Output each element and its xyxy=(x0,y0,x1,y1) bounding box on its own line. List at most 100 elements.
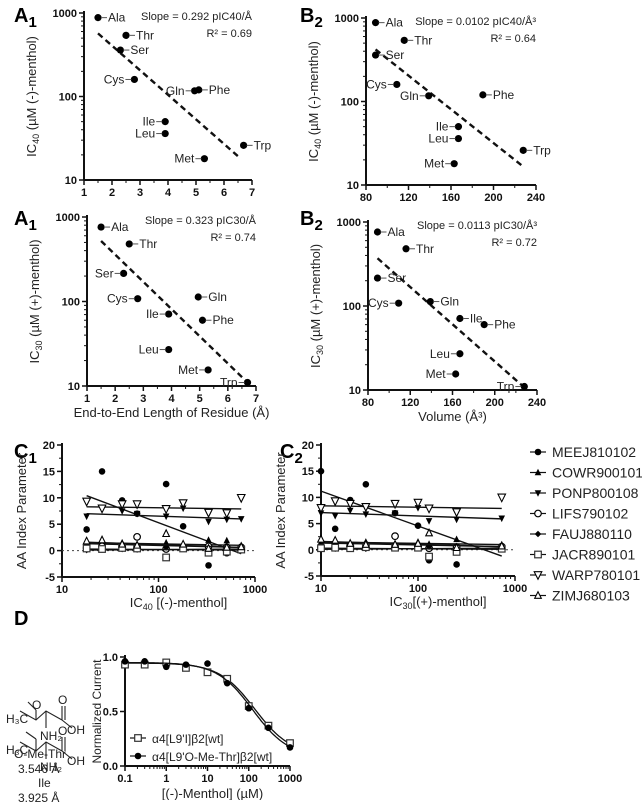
point-label: Phe xyxy=(209,83,231,97)
data-point xyxy=(498,515,506,523)
structure-length: 3.925 Å xyxy=(18,790,59,805)
data-point xyxy=(426,297,434,306)
x-tick-label: 160 xyxy=(443,397,461,409)
data-point xyxy=(133,532,141,541)
data-point xyxy=(83,526,90,533)
data-point xyxy=(82,536,91,545)
fit-line xyxy=(376,257,525,388)
data-point xyxy=(345,499,355,510)
chart-a1-bottom: A1 1 2 3 4 5 6 7 10 100 1000 IC30 (µM (+)-menthol) E… xyxy=(14,208,269,420)
y-tick-label: 10 xyxy=(347,180,359,192)
chart-a1-top: A1 1 2 3 4 5 6 7 10 100 1000 IC40 (µM (-)-menthol) S… xyxy=(14,5,271,199)
data-point xyxy=(361,539,371,548)
point-label: Thr xyxy=(414,33,432,47)
chart-b2-bottom: B2 80 120 160 200 240 10 100 1000 IC30 (µM (+)-me… xyxy=(300,208,546,424)
point-label: Phe xyxy=(212,313,234,327)
x-tick-label: 100 xyxy=(409,583,427,595)
data-point xyxy=(162,663,170,671)
data-point xyxy=(165,310,173,318)
data-point xyxy=(316,534,326,543)
point-label: Ala xyxy=(108,11,126,25)
point-label: Gln xyxy=(208,290,227,304)
data-point xyxy=(362,481,370,488)
point-label: Cys xyxy=(366,77,387,91)
y-tick-label: 1000 xyxy=(337,217,361,229)
data-point xyxy=(373,274,382,282)
data-point xyxy=(97,504,107,514)
point-label: Ala xyxy=(111,220,129,234)
point-label: Gln xyxy=(440,295,459,309)
y-tick-label: 10 xyxy=(65,175,77,187)
y-tick-label: 0.0 xyxy=(103,761,118,773)
legend-item: FAUJ880110 xyxy=(530,526,632,542)
data-point xyxy=(121,658,129,665)
y-axis-label: Normalized Current xyxy=(90,659,104,764)
structure-o-me-thr xyxy=(19,701,73,729)
data-point xyxy=(424,504,434,514)
x-tick-label: 5 xyxy=(197,393,203,405)
chart-b2-top: B2 80 120 160 200 240 10 100 1000 IC40 (µM (-)-me… xyxy=(300,5,551,204)
data-point xyxy=(286,744,294,751)
y-tick-label: 5 xyxy=(49,519,55,531)
data-point xyxy=(125,240,133,248)
x-tick-label: 120 xyxy=(399,192,417,204)
data-point xyxy=(204,543,213,552)
fit-line xyxy=(86,512,242,520)
point-label: Trp xyxy=(254,138,272,152)
data-point xyxy=(161,528,171,538)
data-point xyxy=(393,80,401,89)
point-label: Ser xyxy=(386,48,405,62)
data-point xyxy=(195,86,203,94)
y-tick-label: 10 xyxy=(68,381,80,393)
data-point xyxy=(331,543,340,552)
data-point xyxy=(198,316,207,324)
panel-label: A1 xyxy=(14,5,37,31)
x-tick-label: 0.1 xyxy=(117,773,132,785)
legend-c: MEEJ810102 COWR900101 PONP800108 LIFS790102… xyxy=(530,444,642,604)
data-point xyxy=(240,141,248,149)
y-axis-label: IC40 (µM (-)-menthol) xyxy=(24,36,41,157)
data-point xyxy=(454,134,463,143)
point-label: Ala xyxy=(388,225,406,239)
point-label: Ile xyxy=(143,115,156,129)
x-tick-label: 10 xyxy=(56,584,68,596)
data-point xyxy=(450,160,458,168)
structure-nh2-label: NH₂ xyxy=(40,729,62,743)
legend-item: ZIMJ680103 xyxy=(530,588,630,604)
data-point xyxy=(117,500,127,510)
x-tick-label: 80 xyxy=(360,192,372,204)
data-point xyxy=(361,502,371,513)
y-tick-label: 15 xyxy=(43,466,55,478)
x-tick-label: 240 xyxy=(527,192,545,204)
y-tick-label: 20 xyxy=(43,440,55,452)
point-label: Gln xyxy=(400,89,419,103)
data-point xyxy=(222,542,231,551)
data-point xyxy=(223,679,231,687)
data-point xyxy=(204,366,212,374)
data-point xyxy=(243,378,252,387)
data-point xyxy=(400,36,408,44)
data-point xyxy=(317,544,325,553)
data-point xyxy=(118,508,126,515)
x-tick-label: 3 xyxy=(137,187,143,199)
x-tick-label: 160 xyxy=(442,192,460,204)
point-label: Trp xyxy=(533,143,551,157)
structure-name: Ile xyxy=(38,776,51,790)
y-tick-label: 0.5 xyxy=(103,707,118,719)
data-point xyxy=(330,535,340,544)
x-axis-label: IC40 [(-)-menthol] xyxy=(130,595,227,612)
data-point xyxy=(82,544,91,553)
series-zimj680103 xyxy=(316,528,506,552)
point-label: Trp xyxy=(497,380,515,394)
data-point xyxy=(425,92,433,100)
fit-line xyxy=(97,32,242,160)
data-point xyxy=(223,516,231,524)
data-point xyxy=(130,75,138,84)
data-point xyxy=(117,539,127,548)
slope-annotation: Slope = 0.323 pIC30/Å xyxy=(145,214,257,227)
x-axis-label: IC30[(+)-menthol] xyxy=(389,594,486,611)
x-tick-label: 1 xyxy=(163,773,169,785)
data-point xyxy=(162,538,170,546)
x-tick-label: 80 xyxy=(362,397,374,409)
legend-marker xyxy=(534,509,542,518)
